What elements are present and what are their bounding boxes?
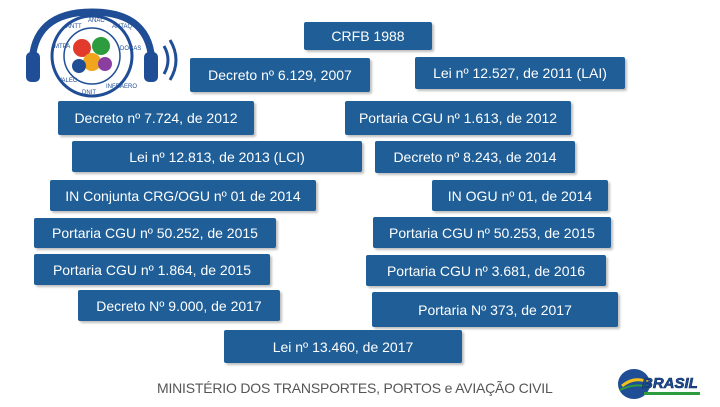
crfb-1988-label: CRFB 1988 [331,28,405,44]
svg-text:INFRAERO: INFRAERO [106,84,137,90]
portaria-373-box: Portaria Nº 373, de 2017 [372,292,618,327]
svg-text:DOCAS: DOCAS [120,46,141,52]
portaria-1864-label: Portaria CGU nº 1.864, de 2015 [52,261,252,278]
lei-13460-box: Lei nº 13.460, de 2017 [224,330,462,363]
lei-12813-label: Lei nº 12.813, de 2013 (LCI) [129,148,305,165]
decreto-6129-box: Decreto nº 6.129, 2007 [190,58,370,92]
decreto-7724-box: Decreto nº 7.724, de 2012 [58,101,254,135]
ministry-footer-text: MINISTÉRIO DOS TRANSPORTES, PORTOS e AVI… [157,380,553,396]
decreto-8243-label: Decreto nº 8.243, de 2014 [393,149,557,165]
brasil-logo-text: BRASIL [642,375,698,392]
cgu-accessibility-logo-icon: ANTT ANAC ANTAQ MTPA DOCAS VALEC DNIT IN… [22,4,182,104]
lei-12527-box: Lei nº 12.527, de 2011 (LAI) [415,57,625,89]
decreto-7724-label: Decreto nº 7.724, de 2012 [74,110,238,126]
in-conjunta-label: IN Conjunta CRG/OGU nº 01 de 2014 [65,187,301,204]
in-conjunta-box: IN Conjunta CRG/OGU nº 01 de 2014 [50,180,316,211]
lei-12813-box: Lei nº 12.813, de 2013 (LCI) [72,141,362,172]
portaria-1613-box: Portaria CGU nº 1.613, de 2012 [345,101,571,135]
svg-text:ANTAQ: ANTAQ [112,24,133,30]
portaria-3681-box: Portaria CGU nº 3.681, de 2016 [366,255,606,286]
portaria-1613-label: Portaria CGU nº 1.613, de 2012 [358,110,558,126]
decreto-9000-label: Decreto Nº 9.000, de 2017 [96,297,262,314]
svg-text:ANAC: ANAC [88,18,105,24]
svg-text:MTPA: MTPA [54,44,70,50]
portaria-50252-box: Portaria CGU nº 50.252, de 2015 [34,218,276,248]
portaria-373-label: Portaria Nº 373, de 2017 [418,301,572,318]
brasil-globe-logo-icon: BRASIL [614,364,708,402]
decreto-9000-box: Decreto Nº 9.000, de 2017 [78,290,280,321]
in-ogu-box: IN OGU nº 01, de 2014 [432,180,608,211]
svg-text:ANTT: ANTT [66,24,82,30]
decreto-8243-box: Decreto nº 8.243, de 2014 [375,141,575,173]
decreto-6129-label: Decreto nº 6.129, 2007 [208,67,352,83]
portaria-50252-label: Portaria CGU nº 50.252, de 2015 [52,225,258,241]
portaria-50253-label: Portaria CGU nº 50.253, de 2015 [389,224,595,241]
portaria-1864-box: Portaria CGU nº 1.864, de 2015 [34,254,270,285]
lei-13460-label: Lei nº 13.460, de 2017 [272,338,414,355]
lei-12527-label: Lei nº 12.527, de 2011 (LAI) [433,65,607,81]
crfb-1988-box: CRFB 1988 [304,22,432,50]
svg-text:VALEC: VALEC [58,78,78,84]
portaria-3681-label: Portaria CGU nº 3.681, de 2016 [386,262,586,279]
in-ogu-label: IN OGU nº 01, de 2014 [447,187,593,204]
svg-text:DNIT: DNIT [82,90,96,96]
portaria-50253-box: Portaria CGU nº 50.253, de 2015 [373,217,611,248]
